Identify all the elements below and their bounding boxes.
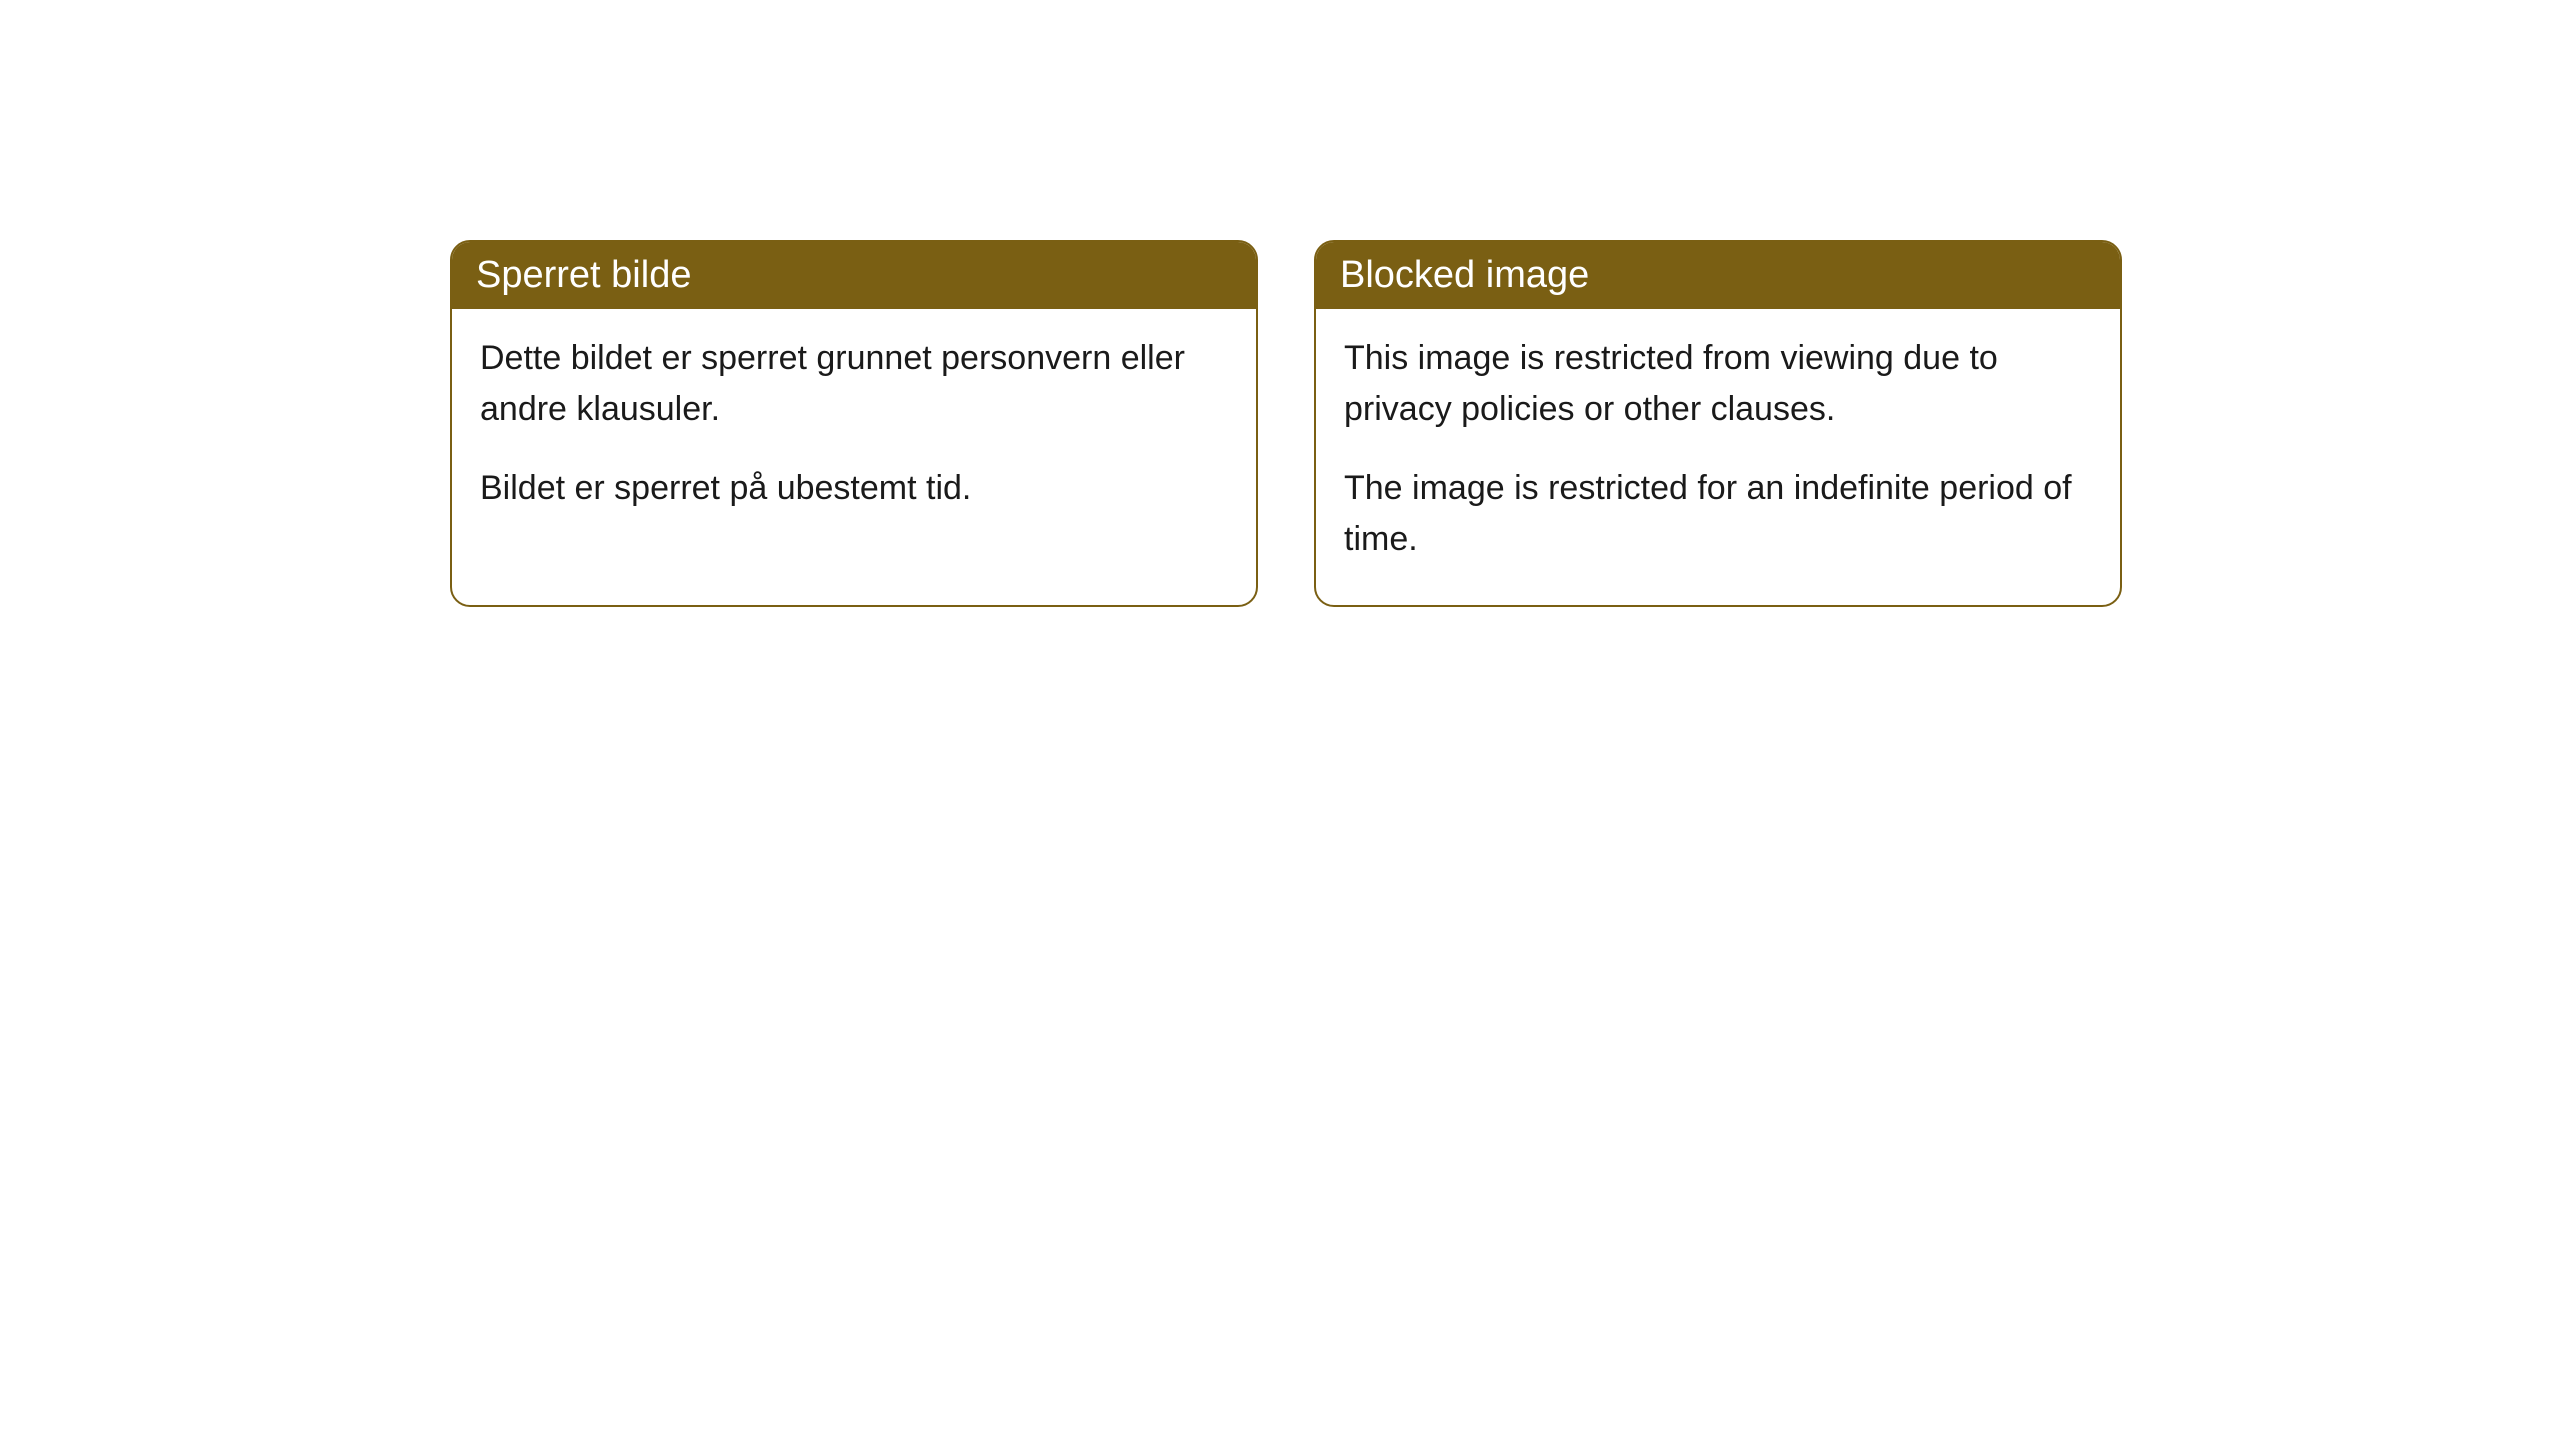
notice-card-norwegian: Sperret bilde Dette bildet er sperret gr… — [450, 240, 1258, 607]
card-title: Blocked image — [1340, 254, 1589, 296]
card-body: This image is restricted from viewing du… — [1316, 309, 2120, 605]
card-paragraph: Bildet er sperret på ubestemt tid. — [480, 463, 1228, 514]
notice-card-english: Blocked image This image is restricted f… — [1314, 240, 2122, 607]
card-header: Sperret bilde — [452, 242, 1256, 309]
card-header: Blocked image — [1316, 242, 2120, 309]
card-paragraph: Dette bildet er sperret grunnet personve… — [480, 333, 1228, 435]
card-paragraph: The image is restricted for an indefinit… — [1344, 463, 2092, 565]
card-body: Dette bildet er sperret grunnet personve… — [452, 309, 1256, 554]
card-paragraph: This image is restricted from viewing du… — [1344, 333, 2092, 435]
card-title: Sperret bilde — [476, 254, 691, 296]
cards-container: Sperret bilde Dette bildet er sperret gr… — [450, 240, 2122, 607]
